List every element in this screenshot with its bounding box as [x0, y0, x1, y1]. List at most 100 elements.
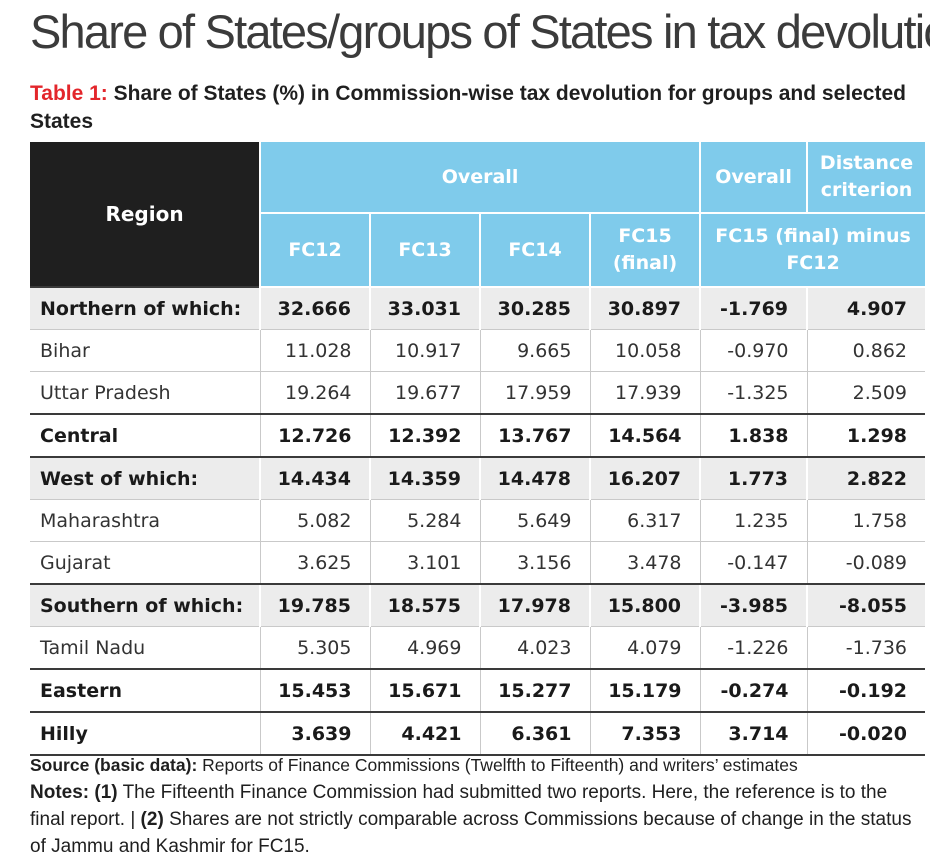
row-region: Eastern — [30, 669, 261, 713]
cell-fc14: 6.361 — [480, 712, 591, 756]
row-region: Gujarat — [30, 541, 261, 585]
row-region: Central — [30, 414, 261, 458]
cell-fc15: 30.897 — [590, 286, 702, 330]
row-region: Maharashtra — [30, 499, 261, 542]
cell-fc14: 14.478 — [480, 457, 591, 500]
cell-fc14: 17.959 — [480, 371, 591, 415]
cell-fc12: 5.305 — [260, 626, 371, 670]
table-row: Bihar 11.028 10.917 9.665 10.058 -0.970 … — [30, 329, 926, 372]
table-body: Northern of which: 32.666 33.031 30.285 … — [30, 286, 926, 756]
note-1-label: (1) — [94, 782, 118, 803]
cell-diff: -0.274 — [700, 669, 808, 713]
source-text: Reports of Finance Commissions (Twelfth … — [202, 755, 798, 775]
table-row: Hilly 3.639 4.421 6.361 7.353 3.714 -0.0… — [30, 712, 926, 756]
table-row: Tamil Nadu 5.305 4.969 4.023 4.079 -1.22… — [30, 626, 926, 670]
cell-diff: 1.773 — [700, 457, 809, 500]
cell-distance: 4.907 — [807, 286, 926, 330]
table-caption: Table 1: Share of States (%) in Commissi… — [30, 80, 910, 136]
cell-fc12: 19.785 — [260, 584, 371, 627]
table-row: Gujarat 3.625 3.101 3.156 3.478 -0.147 -… — [30, 541, 926, 585]
table-caption-label: Table 1: — [30, 82, 108, 105]
cell-fc13: 15.671 — [370, 669, 481, 713]
cell-fc15: 4.079 — [590, 626, 701, 670]
header-fc15-minus-fc12: FC15 (final) minus FC12 — [700, 213, 926, 288]
cell-distance: -0.089 — [807, 541, 926, 585]
cell-distance: 1.758 — [807, 499, 926, 542]
cell-fc13: 19.677 — [370, 371, 481, 415]
table-row: West of which: 14.434 14.359 14.478 16.2… — [30, 457, 926, 500]
row-region: Northern of which: — [30, 286, 261, 330]
cell-fc12: 3.625 — [260, 541, 371, 585]
cell-fc13: 12.392 — [370, 414, 481, 458]
source-label: Source (basic data): — [30, 755, 198, 775]
cell-fc15: 15.179 — [590, 669, 701, 713]
cell-fc13: 10.917 — [370, 329, 481, 372]
cell-fc15: 14.564 — [590, 414, 701, 458]
notes-text: Notes: (1) The Fifteenth Finance Commiss… — [30, 779, 920, 860]
cell-diff: -1.226 — [700, 626, 808, 670]
cell-fc12: 32.666 — [260, 286, 371, 330]
note-2-label: (2) — [140, 809, 164, 830]
table-notes: Source (basic data): Reports of Finance … — [30, 752, 920, 860]
cell-fc14: 3.156 — [480, 541, 591, 585]
cell-diff: -1.769 — [700, 286, 809, 330]
cell-fc15: 6.317 — [590, 499, 701, 542]
cell-fc15: 3.478 — [590, 541, 701, 585]
table-row: Southern of which: 19.785 18.575 17.978 … — [30, 584, 926, 627]
cell-fc12: 3.639 — [260, 712, 371, 756]
cell-fc15: 17.939 — [590, 371, 701, 415]
cell-distance: -1.736 — [807, 626, 926, 670]
table-header: Region Overall Overall Distance criterio… — [30, 142, 926, 288]
row-region: Uttar Pradesh — [30, 371, 261, 415]
header-fc13: FC13 — [370, 213, 481, 288]
cell-fc13: 14.359 — [370, 457, 481, 500]
cell-fc15: 16.207 — [590, 457, 702, 500]
cell-distance: -8.055 — [807, 584, 926, 627]
cell-fc13: 4.421 — [370, 712, 481, 756]
header-fc14: FC14 — [480, 213, 591, 288]
cell-fc14: 30.285 — [480, 286, 591, 330]
cell-fc15: 7.353 — [590, 712, 701, 756]
cell-diff: -3.985 — [700, 584, 809, 627]
cell-distance: 1.298 — [807, 414, 926, 458]
cell-diff: -0.147 — [700, 541, 808, 585]
cell-fc14: 5.649 — [480, 499, 591, 542]
overall-header: Overall — [260, 142, 702, 214]
row-region: Tamil Nadu — [30, 626, 261, 670]
overall-header-diff: Overall — [700, 142, 809, 214]
cell-diff: -0.970 — [700, 329, 808, 372]
table-caption-text: Share of States (%) in Commission-wise t… — [30, 82, 906, 133]
row-region: Bihar — [30, 329, 261, 372]
table-row: Northern of which: 32.666 33.031 30.285 … — [30, 286, 926, 330]
devolution-table: Region Overall Overall Distance criterio… — [30, 142, 926, 756]
cell-fc13: 4.969 — [370, 626, 481, 670]
header-fc15-final: FC15 (final) — [590, 213, 702, 288]
cell-fc14: 15.277 — [480, 669, 591, 713]
cell-diff: 3.714 — [700, 712, 808, 756]
cell-fc12: 11.028 — [260, 329, 371, 372]
cell-fc15: 10.058 — [590, 329, 701, 372]
source-line: Source (basic data): Reports of Finance … — [30, 752, 920, 779]
table-row: Maharashtra 5.082 5.284 5.649 6.317 1.23… — [30, 499, 926, 542]
cell-diff: -1.325 — [700, 371, 808, 415]
cell-diff: 1.235 — [700, 499, 808, 542]
cell-fc12: 12.726 — [260, 414, 371, 458]
cell-distance: 2.509 — [807, 371, 926, 415]
row-region: Southern of which: — [30, 584, 261, 627]
page-heading: Share of States/groups of States in tax … — [30, 5, 930, 58]
cell-fc13: 18.575 — [370, 584, 481, 627]
cell-fc12: 19.264 — [260, 371, 371, 415]
cell-diff: 1.838 — [700, 414, 808, 458]
table-row: Central 12.726 12.392 13.767 14.564 1.83… — [30, 414, 926, 458]
notes-label: Notes: — [30, 782, 90, 803]
cell-distance: -0.192 — [807, 669, 926, 713]
row-region: Hilly — [30, 712, 261, 756]
row-region: West of which: — [30, 457, 261, 500]
cell-fc13: 33.031 — [370, 286, 481, 330]
cell-distance: 0.862 — [807, 329, 926, 372]
cell-fc14: 9.665 — [480, 329, 591, 372]
cell-fc12: 5.082 — [260, 499, 371, 542]
cell-distance: -0.020 — [807, 712, 926, 756]
table-row: Eastern 15.453 15.671 15.277 15.179 -0.2… — [30, 669, 926, 713]
distance-criterion-header: Distance criterion — [807, 142, 926, 214]
